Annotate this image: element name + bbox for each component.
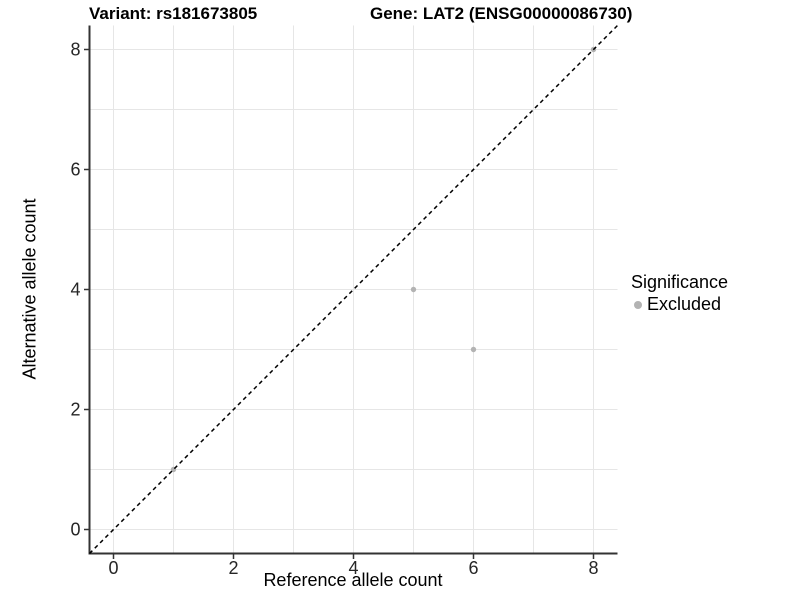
data-point: [470, 346, 477, 353]
legend-title: Significance: [631, 272, 729, 292]
x-tick-label: 4: [348, 558, 358, 578]
variant-title: Variant: rs181673805: [89, 4, 258, 23]
legend: Significance Excluded: [631, 272, 728, 315]
y-tick-label: 0: [70, 520, 80, 540]
y-tick-label: 8: [70, 40, 80, 60]
x-tick-label: 6: [468, 558, 478, 578]
x-axis-label: Reference allele count: [263, 570, 443, 590]
x-tick-label: 0: [108, 558, 118, 578]
y-axis-label: Alternative allele count: [19, 198, 40, 380]
y-tick-label: 4: [70, 280, 80, 300]
data-point: [410, 286, 417, 293]
gene-title: Gene: LAT2 (ENSG00000086730): [370, 4, 633, 23]
y-tick-label: 6: [70, 160, 80, 180]
x-tick-label: 8: [588, 558, 598, 578]
legend-item-label: Excluded: [647, 294, 722, 314]
x-tick-label: 2: [228, 558, 238, 578]
y-tick-label: 2: [70, 400, 80, 420]
legend-point-icon: [634, 300, 642, 309]
legend-item-excluded: Excluded: [631, 294, 728, 315]
